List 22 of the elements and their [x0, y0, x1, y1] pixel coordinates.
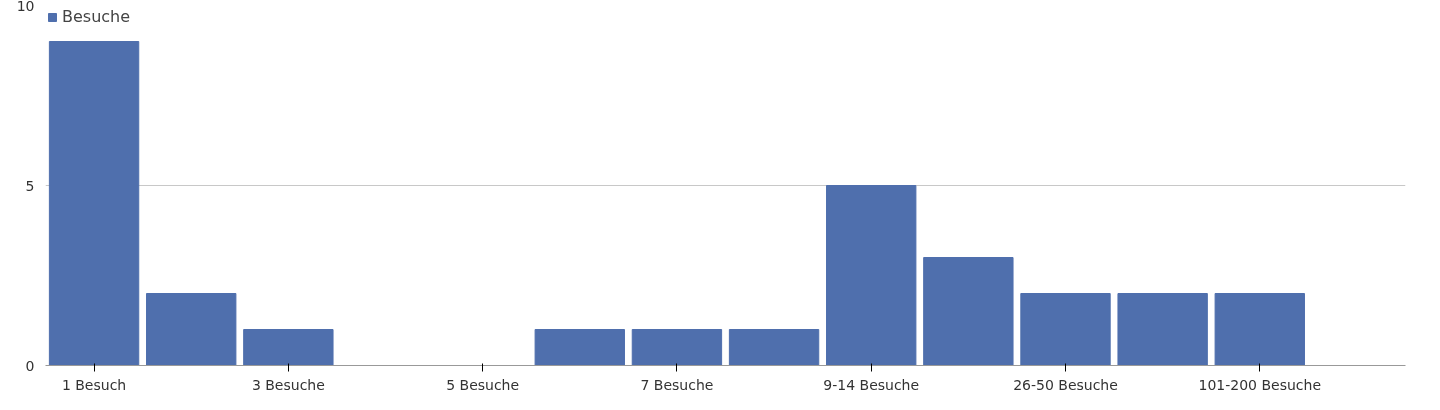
bar [48, 41, 140, 366]
bar [826, 185, 917, 366]
x-tick-label: 1 Besuch [61, 376, 127, 393]
y-tick-label: 10 [16, 0, 35, 14]
bar [923, 257, 1014, 366]
bar [534, 329, 625, 366]
y-tick-label: 5 [25, 177, 35, 194]
x-tick-label: 5 Besuche [446, 376, 520, 393]
bar [631, 329, 723, 366]
bar [1214, 293, 1305, 366]
x-tick-label: 9-14 Besuche [823, 376, 920, 393]
bar [1117, 293, 1208, 366]
x-tick-label: 26-50 Besuche [1013, 376, 1118, 393]
x-tick-label: 3 Besuche [251, 376, 325, 393]
x-tick-label: 101-200 Besuche [1198, 376, 1322, 393]
bar [146, 293, 237, 366]
y-tick-label: 0 [25, 357, 35, 374]
legend-label: Besuche [62, 7, 131, 26]
bar [243, 329, 334, 366]
bar [1020, 293, 1111, 366]
x-tick-label: 7 Besuche [640, 376, 714, 393]
bar [728, 329, 820, 366]
